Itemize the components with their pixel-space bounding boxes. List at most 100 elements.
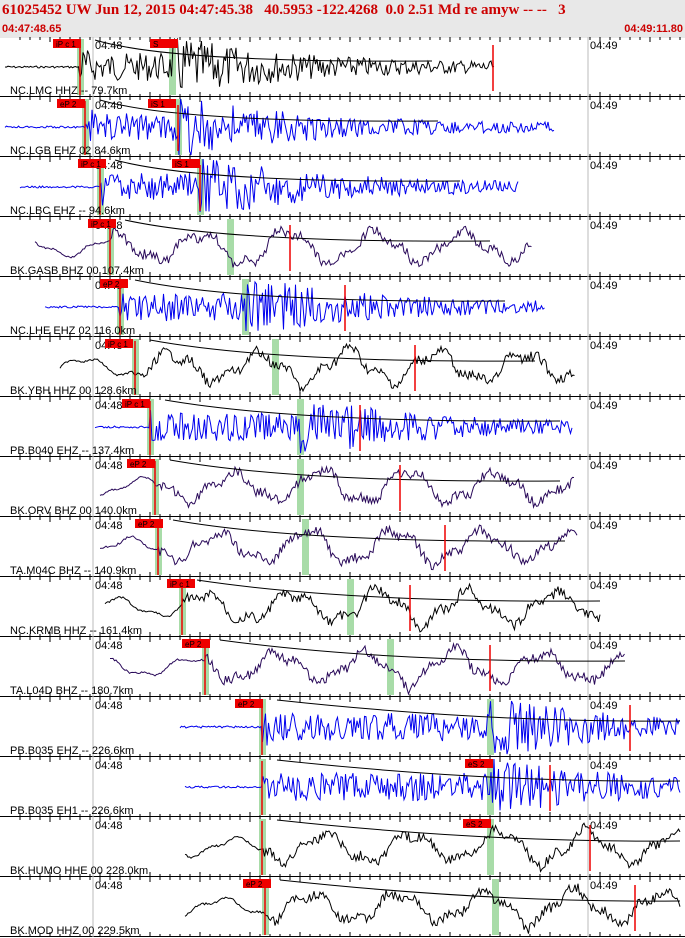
waveform — [179, 700, 680, 755]
header-bar: 61025452 UW Jun 12, 2015 04:47:45.38 40.… — [0, 0, 685, 38]
phase-pick-label: S — [153, 40, 158, 49]
waveform — [34, 225, 532, 268]
waveform — [110, 642, 625, 696]
window-start-time: 04:47:48.65 — [2, 23, 62, 35]
station-label: TA.M04C BHZ -- 140.9km — [10, 565, 136, 577]
predicted-s-marker — [302, 519, 309, 575]
phase-pick-tag — [235, 699, 263, 708]
minute-label: 04:48 — [95, 820, 123, 832]
minute-label: 04:49 — [590, 220, 618, 232]
phase-pick-tag — [150, 39, 178, 48]
minute-label: 04:48 — [95, 760, 123, 772]
phase-pick-tag — [122, 399, 150, 408]
coda-decay-curve — [94, 39, 433, 62]
predicted-s-marker — [242, 279, 249, 335]
phase-pick-tag — [135, 519, 163, 528]
coda-decay-curve — [219, 639, 626, 662]
minute-label: 04:49 — [590, 820, 618, 832]
phase-pick-tag — [182, 639, 210, 648]
minute-label: 04:49 — [590, 880, 618, 892]
phase-pick-label: iS 1 — [175, 160, 189, 169]
phase-pick-tag — [172, 159, 200, 168]
phase-pick-label: iP c 1 — [91, 220, 111, 229]
coda-decay-curve — [164, 399, 561, 422]
predicted-s-marker — [272, 339, 279, 395]
station-label: BK.HUMO HHE 00 228.0km — [10, 865, 148, 877]
predicted-s-marker — [387, 639, 394, 695]
phase-pick-label: eP 2 — [138, 520, 155, 529]
station-label: NC.LGB EHZ 02 84.6km — [10, 145, 130, 157]
coda-decay-curve — [276, 699, 681, 722]
station-label: BK.ORV BHZ 00 140.0km — [10, 505, 137, 517]
phase-pick-label: iP c 1 — [108, 340, 128, 349]
phase-pick-label: eP 2 — [238, 700, 255, 709]
coda-decay-curve — [134, 279, 506, 302]
predicted-s-marker — [227, 219, 234, 275]
coda-decay-curve — [99, 99, 439, 122]
station-label: NC.LMC HHZ -- 79.7km — [10, 85, 127, 97]
waveform — [44, 280, 545, 332]
waveform — [19, 158, 519, 213]
coda-decay-curve — [276, 759, 681, 782]
coda-decay-curve — [279, 879, 681, 902]
minute-label: 04:49 — [590, 460, 618, 472]
phase-pick-label: eP 2 — [246, 880, 263, 889]
minute-label: 04:48 — [95, 880, 123, 892]
coda-decay-curve — [276, 819, 681, 842]
waveform — [99, 465, 575, 510]
phase-pick-label: iP c 1 — [125, 400, 145, 409]
coda-decay-curve — [196, 579, 601, 602]
phase-pick-label: iP c 1 — [81, 160, 101, 169]
waveform — [99, 524, 578, 571]
minute-label: 04:49 — [590, 100, 618, 112]
station-label: NC.LBC EHZ -- 94.6km — [10, 205, 125, 217]
phase-pick-tag — [88, 219, 116, 228]
predicted-s-marker — [169, 39, 176, 95]
phase-pick-tag — [100, 279, 128, 288]
waveform — [94, 404, 573, 454]
station-label: NC.LHE EHZ 02 116.0km — [10, 325, 135, 337]
phase-pick-label: iP c 1 — [56, 40, 76, 49]
phase-pick-tag — [127, 459, 155, 468]
phase-pick-label: eS 2 — [466, 820, 483, 829]
station-label: BK.MOD HHZ 00 229.5km — [10, 925, 140, 937]
coda-decay-curve — [124, 219, 491, 242]
minute-label: 04:49 — [590, 760, 618, 772]
phase-pick-tag — [167, 579, 195, 588]
minute-label: 04:49 — [590, 160, 618, 172]
seismogram-panel[interactable]: 04:48 04:49 iP c 1 S NC.LMC HHZ -- 79.7km 04:… — [0, 37, 685, 938]
minute-label: 04:49 — [590, 280, 618, 292]
predicted-s-marker — [487, 699, 494, 755]
station-label: BK.GASB BHZ 00 107.4km — [10, 265, 144, 277]
phase-pick-tag — [465, 759, 493, 768]
minute-label: 04:48 — [95, 100, 123, 112]
minute-label: 04:49 — [590, 400, 618, 412]
minute-label: 04:49 — [590, 40, 618, 52]
predicted-s-marker — [492, 879, 499, 935]
station-label: BK.YBH HHZ 00 128.6km — [10, 385, 137, 397]
minute-label: 04:48 — [95, 400, 123, 412]
phase-pick-tag — [148, 99, 176, 108]
phase-pick-label: eP 2 — [130, 460, 147, 469]
phase-pick-label: eS 2 — [468, 760, 485, 769]
phase-pick-label: iP c 1 — [170, 580, 190, 589]
predicted-s-marker — [297, 399, 304, 455]
station-label: NC.KRMB HHZ -- 161.4km — [10, 625, 142, 637]
minute-label: 04:48 — [95, 640, 123, 652]
minute-label: 04:49 — [590, 700, 618, 712]
phase-pick-label: eP 2 — [185, 640, 202, 649]
minute-label: 04:48 — [95, 460, 123, 472]
phase-pick-tag — [57, 99, 85, 108]
phase-pick-label: eP 2 — [60, 100, 77, 109]
minute-label: 04:48 — [95, 40, 123, 52]
waveform — [184, 883, 681, 934]
minute-label: 04:48 — [95, 700, 123, 712]
predicted-s-marker — [297, 459, 304, 515]
coda-decay-curve — [114, 159, 461, 182]
phase-pick-label: eP 2 — [103, 280, 120, 289]
waveform — [184, 822, 681, 873]
station-label: TA.L04D BHZ -- 180.7km — [10, 685, 133, 697]
window-end-time: 04:49:11.80 — [624, 23, 683, 35]
predicted-s-marker — [487, 819, 494, 875]
waveform — [4, 37, 495, 89]
